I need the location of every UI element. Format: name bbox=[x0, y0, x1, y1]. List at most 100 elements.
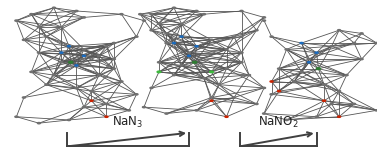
Circle shape bbox=[90, 90, 93, 92]
Circle shape bbox=[15, 116, 18, 117]
Circle shape bbox=[300, 42, 303, 44]
Circle shape bbox=[120, 14, 123, 15]
Circle shape bbox=[338, 30, 341, 31]
Circle shape bbox=[53, 74, 56, 76]
Circle shape bbox=[139, 14, 142, 15]
Circle shape bbox=[263, 113, 266, 114]
Circle shape bbox=[203, 78, 206, 79]
Circle shape bbox=[308, 58, 311, 60]
Circle shape bbox=[285, 119, 288, 121]
Circle shape bbox=[195, 110, 198, 111]
Circle shape bbox=[293, 81, 296, 82]
Circle shape bbox=[255, 30, 258, 31]
Circle shape bbox=[53, 7, 56, 8]
Circle shape bbox=[322, 84, 325, 85]
Circle shape bbox=[172, 42, 175, 44]
Circle shape bbox=[255, 103, 258, 105]
Text: NaNO$_2$: NaNO$_2$ bbox=[258, 114, 299, 130]
Circle shape bbox=[135, 36, 138, 37]
Circle shape bbox=[263, 20, 266, 21]
Circle shape bbox=[69, 61, 73, 63]
Circle shape bbox=[82, 106, 85, 108]
Circle shape bbox=[338, 116, 341, 117]
Circle shape bbox=[270, 94, 273, 95]
Circle shape bbox=[210, 97, 213, 98]
Circle shape bbox=[345, 74, 348, 76]
Circle shape bbox=[240, 52, 243, 53]
Circle shape bbox=[37, 123, 40, 124]
Circle shape bbox=[225, 116, 228, 117]
Circle shape bbox=[75, 65, 78, 66]
Circle shape bbox=[375, 110, 378, 111]
Circle shape bbox=[75, 10, 78, 12]
Circle shape bbox=[127, 110, 130, 111]
Circle shape bbox=[60, 26, 63, 28]
Circle shape bbox=[90, 100, 93, 101]
Circle shape bbox=[232, 36, 235, 37]
Circle shape bbox=[157, 71, 161, 73]
Circle shape bbox=[240, 36, 243, 37]
Circle shape bbox=[277, 90, 280, 92]
Circle shape bbox=[143, 20, 146, 21]
Circle shape bbox=[165, 42, 168, 44]
Circle shape bbox=[263, 87, 266, 89]
Circle shape bbox=[30, 71, 33, 73]
Circle shape bbox=[338, 90, 341, 92]
Circle shape bbox=[192, 61, 197, 63]
Circle shape bbox=[165, 113, 168, 114]
Circle shape bbox=[360, 58, 363, 60]
Circle shape bbox=[203, 14, 206, 15]
Circle shape bbox=[180, 23, 183, 24]
Circle shape bbox=[360, 33, 363, 34]
Circle shape bbox=[30, 14, 33, 15]
Circle shape bbox=[180, 65, 183, 66]
Circle shape bbox=[217, 84, 220, 85]
Circle shape bbox=[330, 46, 333, 47]
Circle shape bbox=[172, 74, 175, 76]
Circle shape bbox=[60, 62, 63, 63]
Circle shape bbox=[300, 71, 303, 73]
Circle shape bbox=[180, 36, 183, 37]
Circle shape bbox=[277, 68, 280, 69]
Circle shape bbox=[285, 49, 288, 50]
Circle shape bbox=[37, 26, 40, 28]
Circle shape bbox=[225, 68, 228, 69]
Circle shape bbox=[112, 68, 115, 69]
Text: NaN$_3$: NaN$_3$ bbox=[113, 114, 144, 130]
Circle shape bbox=[82, 17, 85, 18]
Circle shape bbox=[105, 46, 108, 47]
Circle shape bbox=[263, 17, 266, 18]
Circle shape bbox=[322, 100, 325, 101]
Circle shape bbox=[67, 46, 70, 47]
Circle shape bbox=[195, 10, 198, 12]
Circle shape bbox=[210, 71, 214, 73]
Circle shape bbox=[67, 119, 70, 121]
Circle shape bbox=[248, 74, 251, 76]
Circle shape bbox=[150, 87, 153, 89]
Circle shape bbox=[240, 10, 243, 12]
Circle shape bbox=[82, 49, 85, 50]
Circle shape bbox=[240, 62, 243, 63]
Circle shape bbox=[165, 33, 168, 34]
Circle shape bbox=[375, 42, 378, 44]
Circle shape bbox=[195, 46, 198, 47]
Circle shape bbox=[105, 103, 108, 105]
Circle shape bbox=[270, 36, 273, 37]
Circle shape bbox=[15, 20, 18, 21]
Circle shape bbox=[158, 62, 161, 63]
Circle shape bbox=[225, 49, 228, 50]
Circle shape bbox=[45, 36, 48, 37]
Circle shape bbox=[22, 39, 25, 40]
Circle shape bbox=[143, 106, 146, 108]
Circle shape bbox=[150, 30, 153, 31]
Circle shape bbox=[37, 52, 40, 53]
Circle shape bbox=[308, 62, 311, 63]
Circle shape bbox=[172, 7, 175, 8]
Circle shape bbox=[75, 87, 78, 89]
Circle shape bbox=[82, 55, 85, 57]
Circle shape bbox=[270, 81, 273, 82]
Circle shape bbox=[315, 52, 318, 53]
Circle shape bbox=[112, 42, 115, 44]
Circle shape bbox=[353, 103, 356, 105]
Circle shape bbox=[330, 103, 333, 105]
